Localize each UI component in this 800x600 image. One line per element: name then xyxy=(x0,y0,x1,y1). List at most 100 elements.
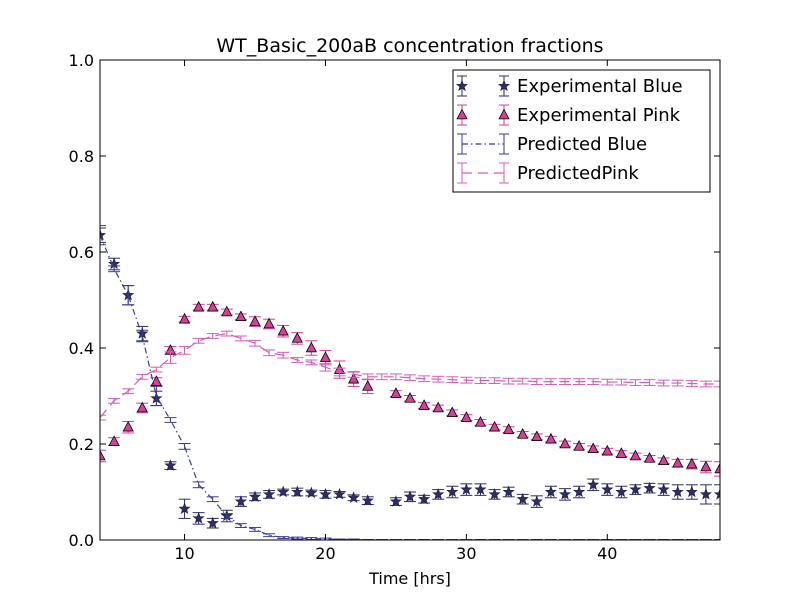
exp-pink-marker-32 xyxy=(559,437,571,449)
exp-pink-marker-22 xyxy=(418,399,430,410)
exp-pink-marker-1 xyxy=(108,435,120,446)
exp-blue-marker-31 xyxy=(544,485,557,498)
y-tick-label-1: 1.0 xyxy=(69,51,94,70)
chart-title: WT_Basic_200aB concentration fractions xyxy=(216,35,603,57)
exp-blue-marker-43 xyxy=(713,488,720,500)
legend-marker-exp-blue-1 xyxy=(497,79,511,92)
exp-blue-marker-13 xyxy=(277,485,290,498)
exp-blue-marker-35 xyxy=(601,483,614,495)
exp-pink-marker-0 xyxy=(100,449,106,461)
series-exp-pink xyxy=(100,300,720,477)
legend-entry-pred-blue: Predicted Blue xyxy=(457,133,647,155)
exp-pink-marker-6 xyxy=(178,312,191,324)
axes: 10 20 30 40 0.0 0.2 0.4 0.6 0.8 1.0 xyxy=(69,51,721,563)
exp-pink-marker-9 xyxy=(221,305,233,317)
exp-blue-marker-18 xyxy=(347,491,360,503)
exp-pink-marker-23 xyxy=(432,401,444,413)
legend: Experimental Blue Experimental Pink Predic… xyxy=(452,69,711,193)
exp-blue-marker-32 xyxy=(558,488,572,500)
legend-marker-exp-blue-0 xyxy=(455,79,469,92)
exp-pink-marker-12 xyxy=(263,317,275,329)
x-tick-label-20: 20 xyxy=(315,544,335,563)
exp-blue-marker-24 xyxy=(446,485,459,498)
pred-pink-line xyxy=(100,332,720,418)
exp-pink-marker-27 xyxy=(488,420,501,432)
exp-blue-marker-42 xyxy=(699,488,712,500)
legend-label-pred-blue: Predicted Blue xyxy=(517,134,647,155)
exp-blue-marker-39 xyxy=(657,483,670,495)
legend-box xyxy=(452,69,711,193)
exp-blue-marker-40 xyxy=(671,485,684,498)
exp-blue-marker-36 xyxy=(615,485,628,498)
exp-blue-marker-23 xyxy=(432,488,445,500)
exp-blue-marker-26 xyxy=(474,483,487,495)
exp-pink-marker-16 xyxy=(319,351,332,362)
exp-pink-marker-26 xyxy=(474,416,487,427)
exp-blue-marker-34 xyxy=(587,478,600,490)
legend-marker-exp-pink-1 xyxy=(498,108,510,120)
exp-pink-marker-28 xyxy=(503,423,515,434)
exp-pink-marker-10 xyxy=(235,310,247,322)
legend-entry-pred-pink: PredictedPink xyxy=(457,162,639,184)
exp-pink-marker-24 xyxy=(446,406,458,418)
exp-blue-marker-8 xyxy=(206,516,219,529)
exp-blue-marker-27 xyxy=(488,488,501,500)
exp-pink-marker-37 xyxy=(629,449,642,461)
exp-blue-marker-6 xyxy=(178,502,191,514)
legend-entry-exp-blue: Experimental Blue xyxy=(455,75,683,97)
series-pred-pink xyxy=(100,330,720,421)
y-tick-label-0.4: 0.4 xyxy=(69,339,94,358)
exp-blue-marker-12 xyxy=(263,488,276,500)
exp-pink-marker-15 xyxy=(305,341,317,353)
exp-blue-marker-21 xyxy=(403,490,417,502)
exp-blue-marker-30 xyxy=(530,495,543,507)
exp-pink-marker-39 xyxy=(658,454,670,466)
y-tick-label-0: 0.0 xyxy=(69,531,94,550)
x-tick-label-10: 10 xyxy=(174,544,194,563)
exp-blue-marker-10 xyxy=(234,495,247,507)
exp-blue-marker-5 xyxy=(164,459,177,471)
exp-pink-marker-14 xyxy=(291,332,303,343)
axes-frame xyxy=(99,59,721,541)
plot-area xyxy=(100,225,720,540)
exp-blue-marker-41 xyxy=(685,485,698,498)
y-tick-label-0.6: 0.6 xyxy=(69,243,94,262)
exp-pink-marker-29 xyxy=(517,428,529,439)
x-tick-label-40: 40 xyxy=(597,544,617,563)
exp-blue-marker-29 xyxy=(516,492,529,505)
exp-blue-marker-38 xyxy=(643,481,656,494)
exp-blue-marker-15 xyxy=(305,486,318,499)
exp-blue-marker-11 xyxy=(248,490,262,502)
exp-pink-marker-7 xyxy=(193,300,205,312)
exp-pink-marker-3 xyxy=(136,401,148,413)
exp-pink-marker-11 xyxy=(249,315,261,326)
exp-pink-marker-31 xyxy=(545,432,557,444)
exp-pink-marker-36 xyxy=(615,447,627,458)
exp-blue-marker-22 xyxy=(418,492,431,505)
exp-blue-marker-16 xyxy=(319,488,332,500)
exp-pink-marker-42 xyxy=(700,460,712,472)
exp-blue-marker-14 xyxy=(291,485,304,498)
exp-pink-marker-34 xyxy=(587,442,599,454)
exp-pink-marker-43 xyxy=(714,462,720,474)
exp-blue-marker-28 xyxy=(502,485,515,498)
exp-pink-marker-38 xyxy=(643,452,656,463)
y-tick-label-0.8: 0.8 xyxy=(69,147,94,166)
exp-pink-marker-13 xyxy=(277,324,289,336)
y-tick-label-0.2: 0.2 xyxy=(69,435,94,454)
exp-blue-marker-25 xyxy=(460,483,473,495)
exp-pink-marker-25 xyxy=(460,411,472,422)
exp-pink-marker-30 xyxy=(531,430,543,442)
plot-clip-group xyxy=(100,225,720,540)
exp-blue-marker-37 xyxy=(629,483,642,495)
x-tick-label-30: 30 xyxy=(456,544,476,563)
exp-pink-marker-21 xyxy=(404,392,416,403)
legend-entry-exp-pink: Experimental Pink xyxy=(456,104,681,126)
legend-label-exp-pink: Experimental Pink xyxy=(517,105,681,126)
exp-pink-marker-40 xyxy=(672,456,684,468)
legend-label-exp-blue: Experimental Blue xyxy=(517,76,683,97)
exp-pink-marker-18 xyxy=(348,372,360,384)
exp-pink-marker-35 xyxy=(601,444,613,456)
exp-blue-marker-33 xyxy=(573,485,586,498)
